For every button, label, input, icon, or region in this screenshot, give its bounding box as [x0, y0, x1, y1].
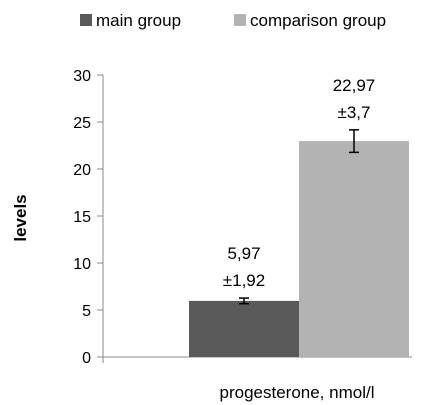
legend-swatch-comparison-group — [234, 14, 246, 26]
y-tick-label: 10 — [73, 256, 91, 273]
bar-comparison-group — [299, 141, 409, 357]
y-tick-label: 30 — [73, 68, 91, 85]
legend-label-comparison-group: comparison group — [250, 11, 386, 30]
data-label-error: ±1,92 — [223, 271, 265, 290]
bars — [189, 141, 409, 357]
y-tick-label: 20 — [73, 162, 91, 179]
data-label-value: 5,97 — [227, 244, 260, 263]
data-labels: ±1,92 5,97 ±3,7 22,97 — [223, 76, 375, 290]
data-label-value: 22,97 — [333, 76, 376, 95]
legend: main group comparison group — [80, 11, 386, 30]
legend-swatch-main-group — [80, 14, 92, 26]
y-tick-label: 15 — [73, 209, 91, 226]
x-axis-label: progesterone, nmol/l — [220, 383, 375, 402]
bar-main-group — [189, 300, 299, 357]
data-label-error: ±3,7 — [338, 103, 371, 122]
y-tick-label: 0 — [82, 350, 91, 367]
y-tick-label: 5 — [82, 303, 91, 320]
legend-label-main-group: main group — [96, 11, 181, 30]
y-tick-label: 25 — [73, 115, 91, 132]
y-axis-label: levels — [11, 194, 30, 241]
error-bars — [239, 129, 359, 305]
